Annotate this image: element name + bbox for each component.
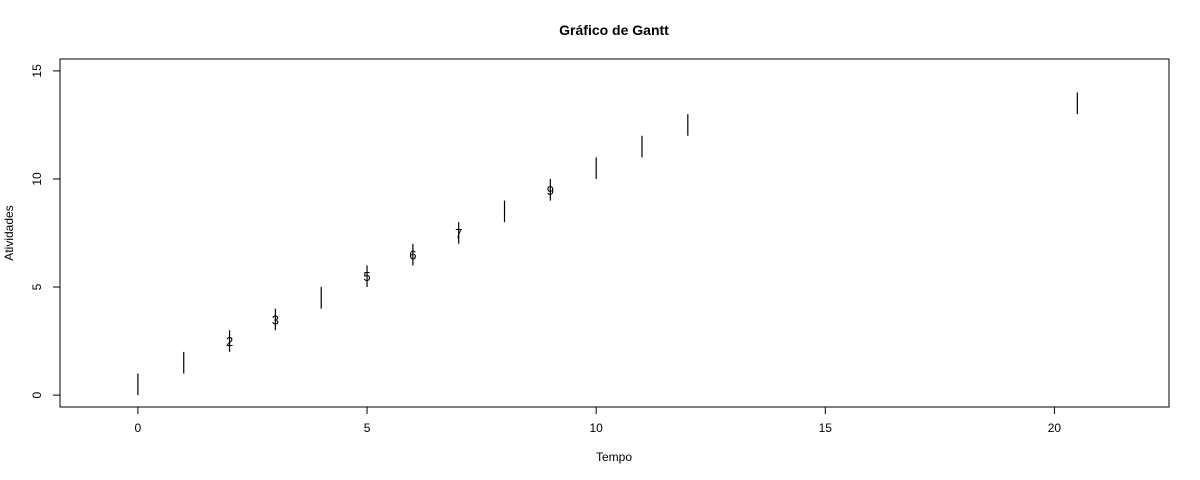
y-axis: 0 5 10 15 [30,64,61,398]
task-label-10: 9 [547,183,554,198]
y-tick-label: 5 [30,283,44,290]
chart-title: Gráfico de Gantt [559,22,669,38]
y-tick-label: 10 [30,172,44,186]
x-axis: 0 5 10 15 20 [135,406,1062,435]
task-label-6: 5 [363,269,370,284]
x-tick-label: 20 [1048,421,1062,435]
plot-frame [59,58,1170,408]
y-tick-label: 0 [30,391,44,398]
y-tick-label: 15 [30,64,44,78]
x-tick-label: 0 [135,421,142,435]
task-label-8: 7 [455,226,462,241]
task-label-4: 3 [272,312,279,327]
y-axis-label: Atividades [2,205,16,260]
x-tick-label: 5 [364,421,371,435]
x-tick-label: 15 [819,421,833,435]
task-labels: 2 3 5 6 7 9 [226,183,554,349]
x-tick-label: 10 [589,421,603,435]
x-axis-label: Tempo [596,450,632,464]
task-bars [137,92,1078,396]
task-label-7: 6 [409,248,416,263]
task-label-3: 2 [226,334,233,349]
